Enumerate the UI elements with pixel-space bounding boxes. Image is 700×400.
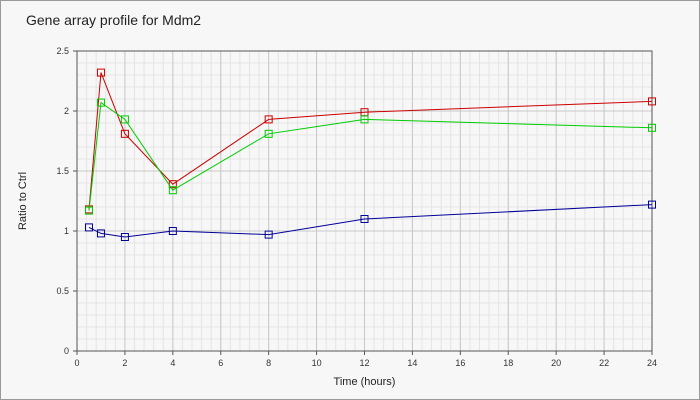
series-layer <box>84 68 656 241</box>
data-point <box>648 200 656 209</box>
series-line <box>88 72 653 210</box>
x-tick-label: 12 <box>359 358 369 368</box>
x-axis-label: Time (hours) <box>334 376 396 388</box>
series-2 <box>84 200 656 241</box>
x-tick-label: 4 <box>170 358 175 368</box>
series-0 <box>84 68 656 214</box>
data-point <box>120 129 129 138</box>
x-tick-label: 6 <box>218 358 223 368</box>
y-tick-label: 1 <box>64 226 69 236</box>
x-tick-label: 0 <box>74 358 79 368</box>
series-1 <box>84 98 656 215</box>
data-point <box>264 115 273 124</box>
x-tick-label: 22 <box>599 358 609 368</box>
x-tick-label: 18 <box>503 358 513 368</box>
y-tick-label: 1.5 <box>56 166 69 176</box>
y-tick-label: 2 <box>64 106 69 116</box>
data-point <box>168 227 177 235</box>
y-axis-ticks: 0 0.5 1 1.5 2 2.5 <box>56 46 77 356</box>
data-point <box>648 123 656 132</box>
data-point <box>648 97 656 106</box>
x-tick-label: 10 <box>312 358 322 368</box>
chart-title: Gene array profile for Mdm2 <box>26 12 202 28</box>
y-tick-label: 0.5 <box>56 286 69 296</box>
x-axis-ticks: 0 2 4 6 8 10 12 14 16 18 20 22 24 <box>74 351 657 368</box>
x-tick-label: 8 <box>266 358 271 368</box>
x-tick-label: 14 <box>407 358 417 368</box>
data-point <box>360 115 369 124</box>
x-tick-label: 24 <box>647 358 657 368</box>
data-point <box>96 229 105 238</box>
data-point <box>120 115 129 124</box>
x-tick-label: 16 <box>455 358 465 368</box>
x-tick-label: 20 <box>551 358 561 368</box>
data-point <box>168 186 177 195</box>
data-point <box>264 230 273 239</box>
major-grid <box>76 50 653 352</box>
series-line <box>88 204 653 238</box>
data-point <box>264 129 273 138</box>
data-point <box>84 223 93 232</box>
y-tick-label: 0 <box>64 346 69 356</box>
series-line <box>88 101 653 211</box>
data-point <box>96 68 105 77</box>
data-point <box>84 206 93 215</box>
data-point <box>120 233 129 241</box>
data-point <box>360 215 369 223</box>
data-point <box>96 98 105 107</box>
y-axis-label: Ratio to Ctrl <box>17 172 29 230</box>
y-tick-label: 2.5 <box>56 46 69 56</box>
x-tick-label: 2 <box>122 358 127 368</box>
